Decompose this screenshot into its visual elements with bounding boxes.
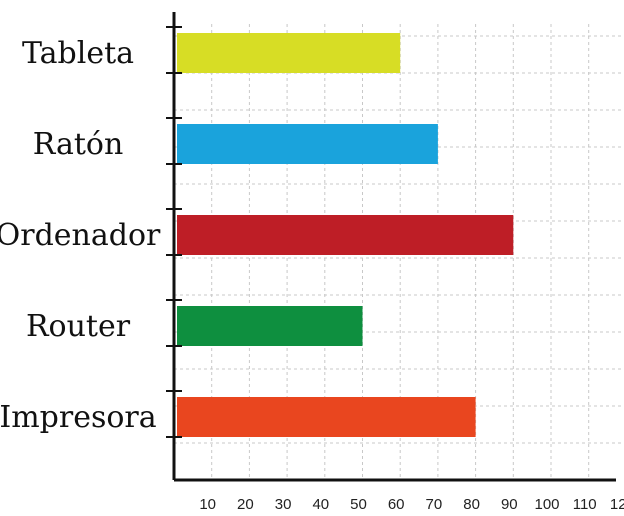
bars (177, 33, 514, 437)
category-labels: Tableta Ratón Ordenador Router Impresora (0, 36, 161, 435)
bar-router (177, 306, 363, 346)
category-label: Impresora (0, 400, 157, 435)
x-tick-label: 10 (199, 496, 216, 513)
x-tick-label: 50 (350, 496, 367, 513)
axes (166, 12, 616, 482)
bar-ordenador (177, 215, 514, 255)
x-tick-label: 90 (501, 496, 518, 513)
category-label: Tableta (22, 36, 134, 71)
category-label: Ratón (33, 127, 124, 162)
x-tick-label: 30 (275, 496, 292, 513)
category-label: Router (26, 309, 131, 344)
x-tick-labels: 10 20 30 40 50 60 70 80 90 100 110 120 (199, 496, 624, 513)
x-tick-label: 120 (610, 496, 624, 513)
x-tick-label: 70 (426, 496, 443, 513)
x-tick-label: 100 (534, 496, 559, 513)
bar-tableta (177, 33, 401, 73)
bar-impresora (177, 397, 476, 437)
x-tick-label: 110 (573, 496, 597, 513)
category-label: Ordenador (0, 218, 161, 253)
x-tick-label: 60 (388, 496, 405, 513)
x-tick-label: 20 (237, 496, 254, 513)
x-tick-label: 40 (312, 496, 329, 513)
bar-ratón (177, 124, 438, 164)
x-tick-label: 80 (463, 496, 480, 513)
